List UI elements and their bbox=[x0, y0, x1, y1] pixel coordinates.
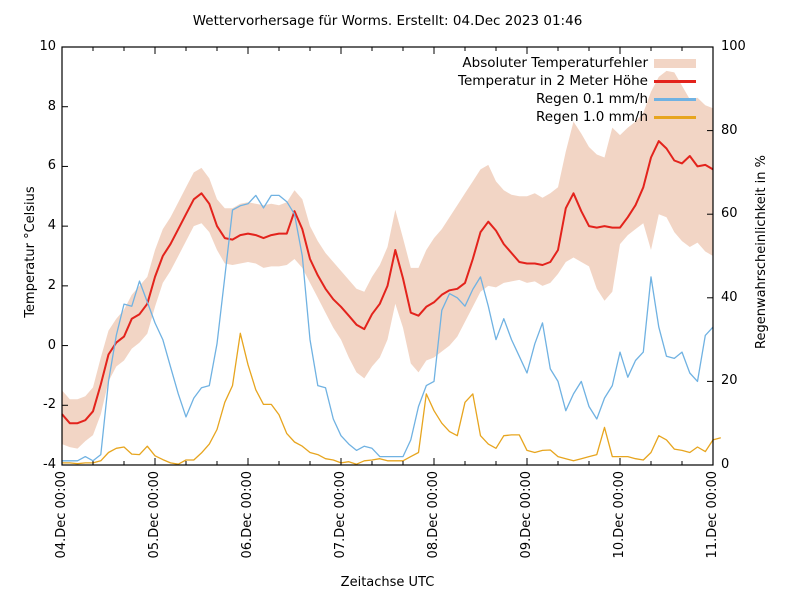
x-tick-label: 04.Dec 00:00 bbox=[54, 471, 69, 559]
x-tick-label: 05.Dec 00:00 bbox=[147, 471, 162, 559]
x-tick-label: 09.Dec 00:00 bbox=[519, 471, 534, 559]
legend-sample-line bbox=[654, 80, 696, 83]
rain-01-line bbox=[62, 194, 714, 462]
x-tick-label: 11.Dec 00:00 bbox=[705, 471, 720, 559]
temperature-error-band bbox=[62, 70, 713, 449]
legend-label: Absoluter Temperaturfehler bbox=[462, 55, 648, 71]
left-tick-label: 6 bbox=[47, 158, 56, 174]
left-tick-label: -2 bbox=[43, 397, 56, 413]
right-tick-label: 60 bbox=[721, 206, 738, 222]
left-tick-label: 2 bbox=[47, 277, 56, 293]
left-tick-label: 10 bbox=[39, 39, 56, 54]
left-tick-label: 0 bbox=[47, 337, 56, 353]
x-tick-label: 10.Dec 00:00 bbox=[612, 471, 627, 559]
left-tick-label: -4 bbox=[43, 457, 56, 472]
x-axis-label: Zeitachse UTC bbox=[340, 575, 435, 590]
right-tick-label: 100 bbox=[721, 39, 746, 54]
rain-10-line bbox=[62, 332, 721, 465]
legend-sample-band bbox=[654, 59, 696, 68]
legend-label: Regen 0.1 mm/h bbox=[536, 91, 648, 107]
right-tick-label: 80 bbox=[721, 122, 738, 138]
left-axis-label: Temperatur °Celsius bbox=[23, 186, 38, 318]
legend-sample-line bbox=[654, 116, 696, 119]
x-tick-label: 06.Dec 00:00 bbox=[240, 471, 255, 559]
legend-label: Temperatur in 2 Meter Höhe bbox=[458, 73, 648, 89]
plot-border bbox=[61, 46, 714, 466]
chart-title: Wettervorhersage für Worms. Erstellt: 04… bbox=[192, 13, 583, 29]
legend-sample-line bbox=[654, 98, 696, 101]
right-axis-label: Regenwahrscheinlichkeit in % bbox=[754, 155, 769, 349]
legend-label: Regen 1.0 mm/h bbox=[536, 109, 648, 125]
right-tick-label: 0 bbox=[721, 457, 730, 472]
x-tick-label: 08.Dec 00:00 bbox=[426, 471, 441, 559]
left-tick-label: 4 bbox=[47, 218, 56, 234]
right-tick-label: 20 bbox=[721, 373, 738, 389]
right-tick-label: 40 bbox=[721, 289, 738, 305]
x-tick-label: 07.Dec 00:00 bbox=[333, 471, 348, 559]
left-tick-label: 8 bbox=[47, 98, 56, 114]
temperature-line bbox=[61, 140, 714, 425]
